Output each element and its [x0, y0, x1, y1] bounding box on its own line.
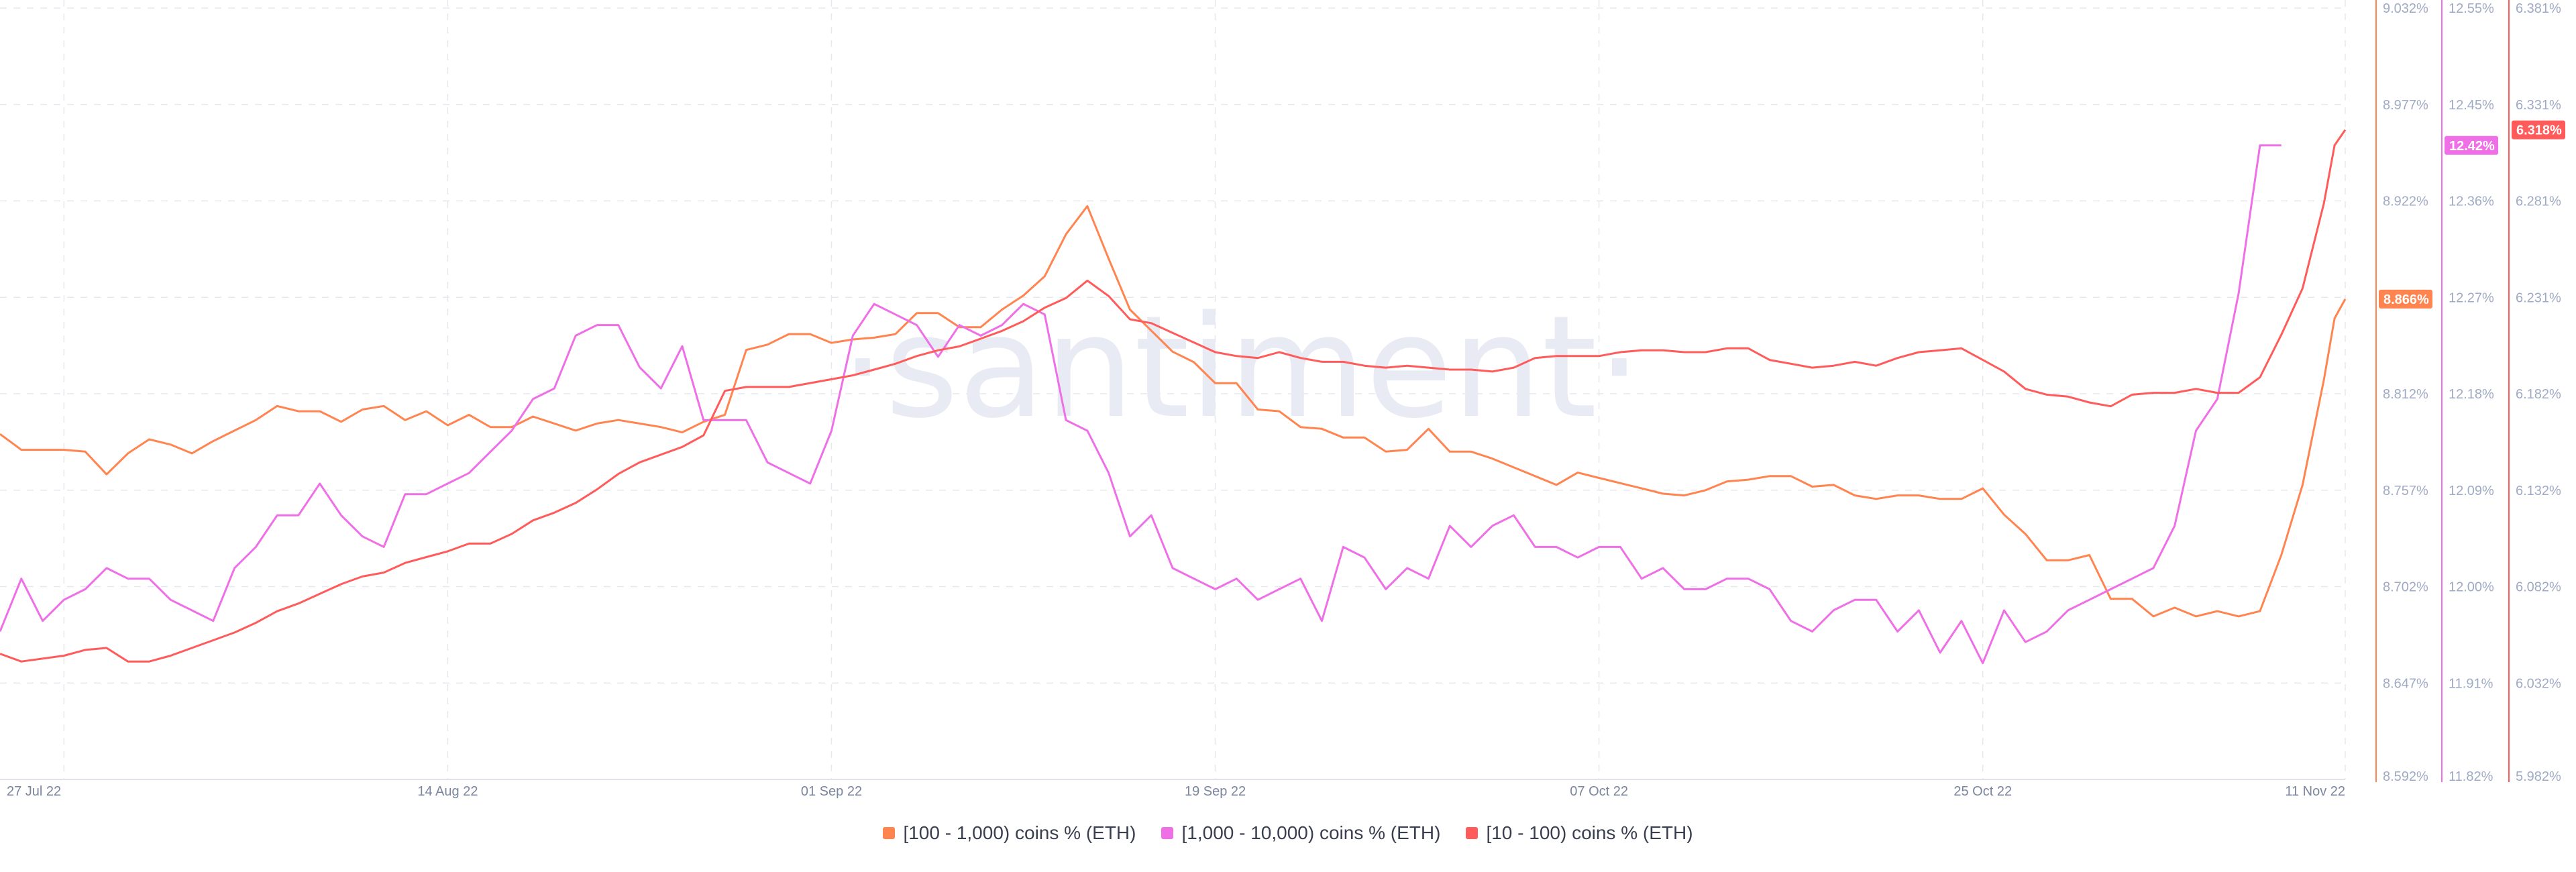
x-tick-label: 01 Sep 22: [801, 784, 862, 799]
legend-label: [100 - 1,000) coins % (ETH): [903, 822, 1136, 843]
x-tick-label: 25 Oct 22: [1953, 784, 2012, 799]
legend-item[interactable]: [1,000 - 10,000) coins % (ETH): [1161, 822, 1440, 844]
y-tick-label: 8.922%: [2383, 195, 2428, 209]
y-tick-label: 12.09%: [2449, 484, 2494, 498]
series-layer: [0, 129, 2347, 665]
y-tick-label: 6.381%: [2516, 1, 2561, 16]
y-tick-label: 12.27%: [2449, 290, 2494, 305]
last-value-badge: [2445, 135, 2498, 155]
last-value-label: 6.318%: [2516, 123, 2562, 138]
legend-label: [1,000 - 10,000) coins % (ETH): [1181, 822, 1441, 843]
last-value-badges: 8.866% 12.42% 6.318%: [2379, 120, 2565, 309]
y-tick-label: 12.45%: [2449, 98, 2494, 113]
y-tick-label: 5.982%: [2516, 769, 2561, 784]
grid-lines: [0, 0, 2346, 780]
legend-label: [10 - 100) coins % (ETH): [1486, 822, 1693, 843]
last-value-label: 8.866%: [2383, 292, 2429, 307]
y-tick-label: 9.032%: [2383, 1, 2428, 16]
series-line-1: [0, 205, 2347, 618]
y-tick-label: 6.281%: [2516, 195, 2561, 209]
y-tick-label: 11.82%: [2449, 769, 2493, 784]
y-tick-label: 6.132%: [2516, 484, 2561, 498]
x-tick-label: 14 Aug 22: [417, 784, 478, 799]
series-line-2: [0, 144, 2282, 665]
x-tick-label: 19 Sep 22: [1185, 784, 1246, 799]
x-tick-label: 27 Jul 22: [7, 784, 61, 799]
y-tick-label: 6.032%: [2516, 676, 2561, 691]
y-tick-label: 12.00%: [2449, 580, 2494, 595]
y-tick-label: 12.55%: [2449, 1, 2494, 16]
right-axes: 8.592% 8.647% 8.702% 8.757% 8.812% 8.866% 8.92…: [2375, 0, 2561, 784]
y-tick-label: 8.812%: [2383, 387, 2428, 402]
y-tick-label: 6.231%: [2516, 290, 2561, 305]
x-tick-label: 07 Oct 22: [1570, 784, 1628, 799]
series-line-3: [0, 129, 2347, 663]
y-tick-label: 6.082%: [2516, 580, 2561, 595]
y-tick-label: 6.182%: [2516, 387, 2561, 402]
y-tick-label: 11.91%: [2449, 676, 2493, 691]
legend-swatch: [1161, 827, 1174, 839]
y-tick-label: 8.702%: [2383, 580, 2428, 595]
legend-item[interactable]: [10 - 100) coins % (ETH): [1466, 822, 1693, 844]
last-value-badge: [2512, 120, 2565, 140]
legend-swatch: [1466, 827, 1479, 839]
last-value-badge: [2379, 289, 2432, 309]
y-tick-label: 8.592%: [2383, 769, 2428, 784]
x-axis: 27 Jul 22 14 Aug 22 01 Sep 22 19 Sep 22 07 O…: [0, 779, 2345, 799]
y-tick-label: 6.331%: [2516, 98, 2561, 113]
y-tick-label: 8.757%: [2383, 484, 2428, 498]
y-tick-label: 12.36%: [2449, 195, 2494, 209]
y-tick-label: 8.647%: [2383, 676, 2428, 691]
legend: [100 - 1,000) coins % (ETH) [1,000 - 10,0…: [0, 822, 2576, 844]
x-tick-label: 11 Nov 22: [2285, 784, 2345, 799]
last-value-label: 12.42%: [2449, 139, 2495, 154]
y-tick-label: 8.977%: [2383, 98, 2428, 113]
legend-swatch: [883, 827, 896, 839]
y-tick-label: 12.18%: [2449, 387, 2494, 402]
legend-item[interactable]: [100 - 1,000) coins % (ETH): [883, 822, 1136, 844]
santiment-watermark: ·santiment·: [841, 285, 1642, 449]
